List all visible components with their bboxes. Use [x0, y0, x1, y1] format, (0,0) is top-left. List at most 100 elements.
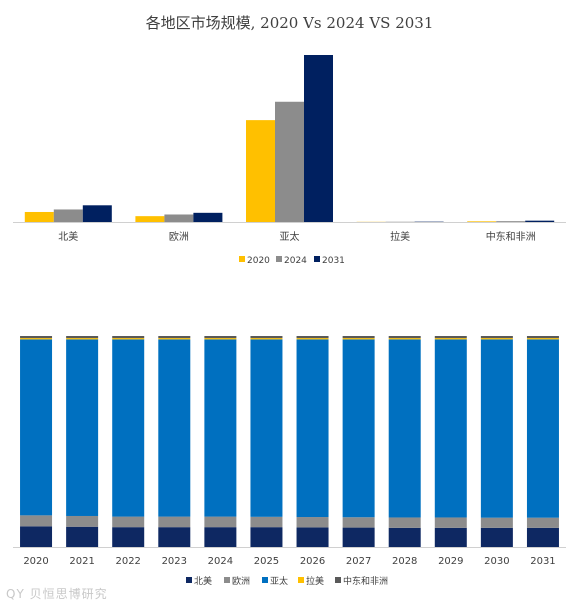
stack-中东和非洲-2021	[66, 336, 99, 339]
legend-label-中东和非洲: 中东和非洲	[343, 575, 388, 587]
stack-北美-2023	[158, 527, 191, 547]
bar-2031-北美	[82, 205, 112, 222]
legend-swatch-欧洲	[224, 577, 230, 583]
stack-拉美-2026	[296, 338, 329, 340]
stack-中东和非洲-2020	[20, 336, 53, 339]
stack-拉美-2029	[434, 338, 467, 340]
stack-拉美-2023	[158, 338, 191, 340]
bar-2031-亚太	[304, 55, 333, 222]
legend-swatch-2024	[276, 256, 282, 262]
legend-swatch-亚太	[262, 577, 268, 583]
stack-亚太-2026	[296, 339, 329, 518]
bar-2024-欧洲	[164, 214, 194, 222]
bar-2031-中东和非洲	[525, 220, 555, 222]
stack-欧洲-2023	[158, 516, 191, 528]
stack-北美-2020	[20, 526, 53, 547]
stack-中东和非洲-2024	[204, 336, 237, 339]
stack-中东和非洲-2031	[526, 336, 559, 339]
year-tick-label: 2024	[208, 556, 233, 567]
stack-北美-2022	[112, 527, 145, 547]
stack-北美-2030	[480, 527, 513, 547]
stack-欧洲-2022	[112, 516, 145, 528]
stack-拉美-2020	[20, 338, 53, 340]
stack-中东和非洲-2029	[434, 336, 467, 339]
stack-中东和非洲-2030	[480, 336, 513, 339]
stack-亚太-2020	[20, 339, 53, 516]
stack-中东和非洲-2027	[342, 336, 375, 339]
stack-亚太-2027	[342, 339, 375, 518]
stack-亚太-2022	[112, 339, 145, 517]
legend-swatch-北美	[186, 577, 192, 583]
stack-拉美-2027	[342, 338, 375, 340]
bar-2020-北美	[24, 211, 54, 222]
x-tick-label: 欧洲	[169, 231, 189, 243]
x-tick-label: 亚太	[280, 230, 300, 243]
stack-中东和非洲-2023	[158, 336, 191, 339]
top-grouped-bar-chart: 北美 欧洲 亚太 拉美 中东和非洲 2020 2024 2031	[13, 55, 566, 266]
stack-亚太-2021	[66, 339, 99, 516]
stack-亚太-2031	[526, 339, 559, 518]
legend-label-欧洲: 欧洲	[232, 575, 250, 587]
chart-title: 各地区市场规模, 2020 Vs 2024 VS 2031	[145, 14, 434, 32]
legend-swatch-中东和非洲	[335, 577, 341, 583]
x-tick-label: 拉美	[390, 230, 410, 243]
year-tick-label: 2025	[254, 556, 279, 567]
stack-欧洲-2029	[434, 517, 467, 528]
stack-亚太-2023	[158, 339, 191, 517]
bar-2024-中东和非洲	[496, 221, 526, 222]
stack-北美-2021	[66, 526, 99, 547]
bar-2020-欧洲	[135, 216, 165, 222]
stack-亚太-2024	[204, 339, 237, 517]
stack-中东和非洲-2022	[112, 336, 145, 339]
stack-拉美-2028	[388, 338, 421, 340]
stack-欧洲-2026	[296, 517, 329, 528]
stack-欧洲-2028	[388, 517, 421, 528]
bar-2024-北美	[53, 209, 83, 222]
year-tick-label: 2022	[115, 556, 140, 567]
bar-2031-欧洲	[193, 212, 223, 222]
stack-拉美-2031	[526, 338, 559, 340]
watermark: QY 贝恒思博研究	[6, 587, 108, 601]
stack-拉美-2030	[480, 338, 513, 340]
x-tick-label: 北美	[58, 230, 78, 243]
legend-swatch-拉美	[298, 577, 304, 583]
year-tick-label: 2029	[438, 556, 463, 567]
bar-2020-中东和非洲	[467, 221, 497, 223]
legend-swatch-2031	[314, 256, 320, 262]
stack-北美-2029	[434, 527, 467, 547]
stack-拉美-2021	[66, 338, 99, 340]
stack-北美-2026	[296, 527, 329, 547]
stack-中东和非洲-2028	[388, 336, 421, 339]
year-tick-label: 2020	[23, 556, 48, 567]
bar-2020-亚太	[246, 120, 275, 222]
stack-拉美-2025	[250, 338, 283, 340]
stack-北美-2028	[388, 527, 421, 547]
stack-欧洲-2027	[342, 517, 375, 528]
legend-swatch-2020	[239, 256, 245, 262]
stack-欧洲-2030	[480, 517, 513, 528]
stack-欧洲-2021	[66, 515, 99, 527]
legend-label-2031: 2031	[322, 256, 345, 266]
legend-label-北美: 北美	[194, 575, 212, 587]
year-tick-label: 2031	[530, 556, 555, 567]
stack-拉美-2024	[204, 338, 237, 340]
stack-亚太-2025	[250, 339, 283, 517]
stack-欧洲-2025	[250, 516, 283, 528]
stack-北美-2024	[204, 527, 237, 547]
year-tick-label: 2023	[162, 556, 187, 567]
year-tick-label: 2030	[484, 556, 509, 567]
stack-北美-2031	[526, 527, 559, 547]
legend-label-2024: 2024	[284, 256, 307, 266]
year-tick-label: 2026	[300, 556, 325, 567]
year-tick-label: 2027	[346, 556, 371, 567]
year-tick-label: 2028	[392, 556, 417, 567]
stack-欧洲-2020	[20, 515, 53, 527]
legend-label-亚太: 亚太	[270, 575, 288, 587]
stack-亚太-2028	[388, 339, 421, 518]
bar-2024-亚太	[275, 101, 304, 222]
x-tick-label: 中东和非洲	[486, 230, 536, 243]
year-tick-label: 2021	[69, 556, 94, 567]
stack-中东和非洲-2026	[296, 336, 329, 339]
stack-欧洲-2031	[526, 517, 559, 528]
